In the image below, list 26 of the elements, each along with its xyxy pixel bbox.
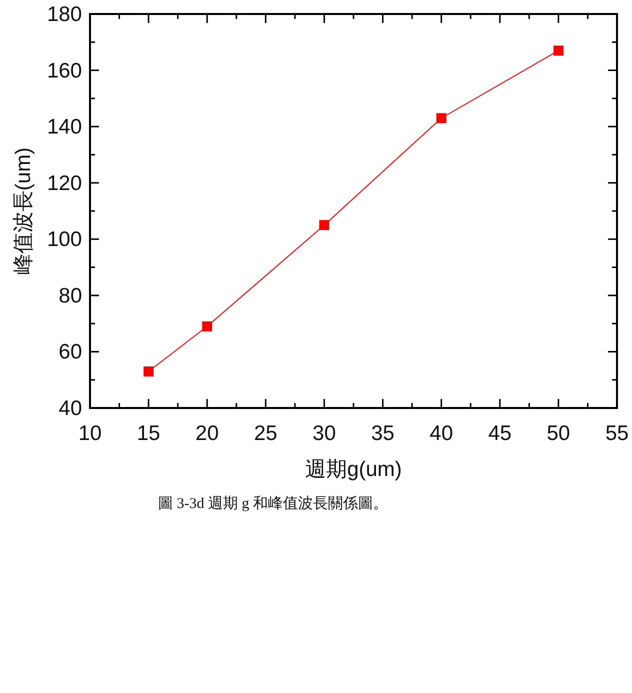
x-tick-label: 25 (254, 422, 278, 445)
x-tick-label: 45 (488, 422, 512, 445)
x-tick-label: 20 (195, 422, 219, 445)
x-axis-title: 週期g(um) (305, 458, 402, 481)
x-tick-label: 35 (371, 422, 394, 445)
point (553, 46, 564, 56)
point (144, 366, 154, 376)
y-tick-label: 140 (46, 116, 82, 139)
y-tick-label: 100 (46, 228, 82, 252)
y-tick-label: 180 (46, 3, 82, 26)
y-axis-title: 峰值波長(um) (12, 147, 35, 275)
x-tick-label: 50 (546, 422, 570, 445)
point (436, 113, 446, 124)
x-tick-label: 10 (78, 422, 102, 445)
x-tick-label: 55 (605, 422, 629, 445)
x-tick-label: 40 (430, 422, 454, 445)
y-tick-label: 60 (58, 340, 82, 364)
y-tick-label: 80 (58, 284, 82, 308)
caption: 圖 3-3d 週期 g 和峰值波長關係圖。 (158, 495, 388, 512)
x-tick-label: 30 (312, 422, 336, 445)
x-tick-label: 15 (136, 422, 160, 445)
y-tick-label: 160 (46, 59, 82, 82)
point (202, 321, 212, 332)
y-tick-label: 120 (46, 172, 82, 195)
y-tick-label: 40 (58, 397, 82, 420)
point (319, 220, 330, 230)
